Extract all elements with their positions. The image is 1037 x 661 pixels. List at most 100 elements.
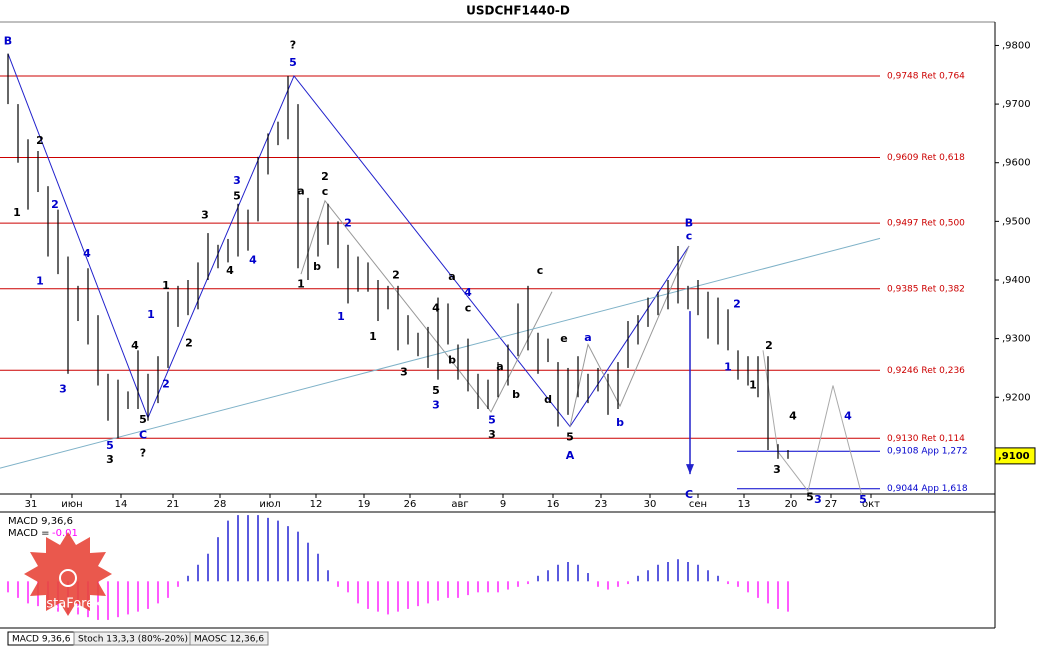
- wave-label: b: [512, 388, 520, 401]
- x-tick-label: 12: [310, 499, 323, 510]
- wave-label: a: [448, 270, 455, 283]
- wave-label: 2: [765, 339, 773, 352]
- wave-label: B: [685, 217, 693, 230]
- wave-label: 5: [859, 493, 867, 506]
- wave-label: b: [313, 260, 321, 273]
- wave-label: 5: [289, 56, 297, 69]
- wave-label: c: [322, 185, 329, 198]
- macd-readout-label: MACD =: [8, 528, 50, 539]
- wave-label: 1: [369, 330, 377, 343]
- wave-label: ?: [140, 447, 146, 460]
- x-tick-label: июл: [259, 499, 280, 510]
- wave-label: 2: [321, 170, 329, 183]
- y-tick-label: ,9500: [1002, 216, 1031, 227]
- wave-label: 3: [814, 493, 822, 506]
- x-tick-label: 28: [214, 499, 227, 510]
- x-tick-label: сен: [689, 499, 707, 510]
- wave-label: 2: [185, 336, 193, 349]
- tabs: MACD 9,36,6 Stoch 13,3,3 (80%-20%) MAOSC…: [7, 631, 269, 646]
- level-label: 0,9044 App 1,618: [887, 484, 968, 494]
- wave-label: 2: [344, 217, 352, 230]
- wave-label: a: [496, 360, 503, 373]
- wave-label: C: [139, 428, 147, 441]
- wave-line: [0, 237, 881, 469]
- wave-label: 4: [844, 410, 852, 423]
- wave-label: 2: [51, 198, 59, 211]
- level-label: 0,9748 Ret 0,764: [887, 71, 965, 81]
- wave-label: 1: [36, 275, 44, 288]
- level-label: 0,9609 Ret 0,618: [887, 153, 965, 163]
- wave-label: 1: [297, 278, 305, 291]
- wave-label: e: [560, 332, 567, 345]
- macd-label: MACD 9,36,6: [8, 516, 73, 527]
- y-tick-label: ,9300: [1002, 334, 1031, 345]
- wave-line: [300, 199, 553, 413]
- wave-label: a: [297, 184, 304, 197]
- wave-label: b: [448, 353, 456, 366]
- wave-label: 3: [233, 174, 241, 187]
- level-label: 0,9385 Ret 0,382: [887, 284, 965, 294]
- tab-label[interactable]: MACD 9,36,6: [12, 635, 71, 645]
- wave-label: C: [685, 488, 693, 501]
- wave-label: 1: [749, 379, 757, 392]
- wave-label: 5: [488, 414, 496, 427]
- y-tick-label: ,9400: [1002, 275, 1031, 286]
- x-tick-label: 14: [115, 499, 128, 510]
- tab-label[interactable]: MAOSC 12,36,6: [194, 635, 264, 645]
- logo-badge: [24, 532, 112, 616]
- x-tick-label: 19: [358, 499, 371, 510]
- tab[interactable]: [189, 631, 269, 646]
- last-price-label: ,9100: [998, 451, 1030, 462]
- arrow-head: [686, 464, 694, 475]
- tab-label[interactable]: Stoch 13,3,3 (80%-20%): [78, 635, 188, 645]
- wave-label: 1: [13, 206, 21, 219]
- wave-label: 3: [488, 428, 496, 441]
- wave-label: ?: [290, 38, 296, 51]
- wave-label: 5: [806, 491, 814, 504]
- wave-label: 4: [226, 264, 234, 277]
- x-tick-label: 26: [404, 499, 417, 510]
- wave-label: 3: [106, 453, 114, 466]
- logo-text: InstaForex: [34, 597, 102, 612]
- wave-label: 2: [392, 268, 400, 281]
- wave-label: 1: [337, 310, 345, 323]
- wave-label: 4: [464, 286, 472, 299]
- x-tick-label: июн: [61, 499, 82, 510]
- wave-label: a: [584, 331, 591, 344]
- level-label: 0,9246 Ret 0,236: [887, 366, 965, 376]
- wave-label: 3: [432, 398, 440, 411]
- x-tick-label: 21: [167, 499, 180, 510]
- x-tick-label: 20: [785, 499, 798, 510]
- level-label: 0,9108 App 1,272: [887, 447, 968, 457]
- wave-label: c: [537, 264, 544, 277]
- wave-label: 5: [139, 413, 147, 426]
- wave-label: 4: [432, 302, 440, 315]
- wave-label: 1: [724, 360, 732, 373]
- wave-line: [569, 245, 690, 427]
- wave-label: 5: [233, 190, 241, 203]
- wave-label: 3: [201, 208, 209, 221]
- x-tick-label: 30: [644, 499, 657, 510]
- x-tick-label: 13: [738, 499, 751, 510]
- x-tick-label: окт: [862, 499, 880, 510]
- level-label: 0,9130 Ret 0,114: [887, 434, 965, 444]
- wave-label: 1: [147, 308, 155, 321]
- logo-icon: [59, 569, 77, 587]
- wave-label: A: [566, 449, 575, 462]
- last-price-box: [994, 447, 1036, 465]
- wave-label: 4: [131, 339, 139, 352]
- x-tick-label: авг: [451, 499, 468, 510]
- x-tick-label: 31: [25, 499, 38, 510]
- wave-label: b: [616, 416, 624, 429]
- y-tick-label: ,9600: [1002, 158, 1031, 169]
- wave-label: c: [465, 302, 472, 315]
- y-tick-label: ,9200: [1002, 392, 1031, 403]
- wave-label: d: [544, 393, 552, 406]
- x-tick-label: 27: [825, 499, 838, 510]
- x-tick-label: 9: [500, 499, 506, 510]
- wave-label: 4: [249, 254, 257, 267]
- wave-label: 3: [773, 463, 781, 476]
- x-tick-label: 16: [547, 499, 560, 510]
- wave-label: 5: [106, 439, 114, 452]
